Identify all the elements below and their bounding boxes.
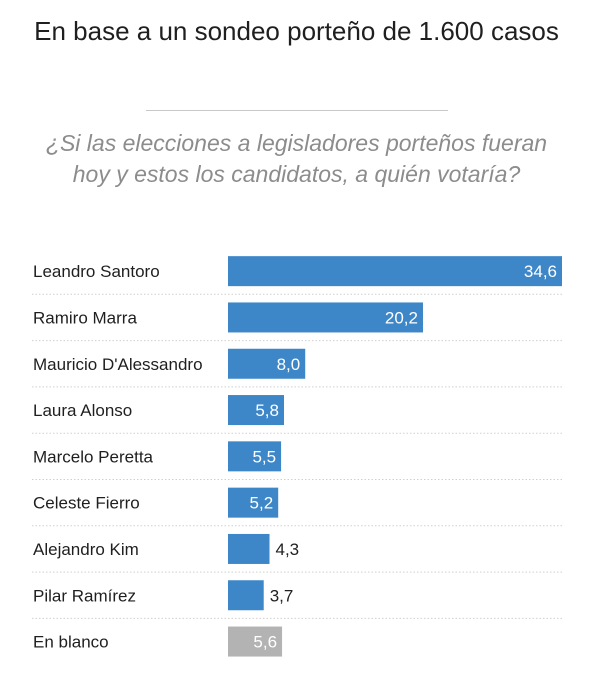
chart-subtitle: ¿Si las elecciones a legisladores porteñ… [45, 130, 548, 187]
value-label: 20,2 [385, 308, 418, 327]
bar [228, 441, 282, 472]
category-label: Pilar Ramírez [33, 586, 136, 605]
chart-title: En base a un sondeo porteño de 1.600 cas… [34, 16, 559, 46]
bar [228, 487, 279, 518]
category-label: Alejandro Kim [33, 540, 139, 559]
category-label: Marcelo Peretta [33, 447, 154, 466]
bar [228, 395, 284, 426]
bar [228, 580, 264, 611]
category-label: En blanco [33, 633, 109, 652]
bar [228, 256, 562, 287]
bar [228, 302, 423, 333]
value-label: 5,8 [255, 401, 279, 420]
bar [228, 626, 283, 657]
bar [228, 533, 270, 564]
value-label: 8,0 [277, 355, 301, 374]
value-label: 5,5 [252, 447, 276, 466]
value-label: 34,6 [524, 262, 557, 281]
value-label: 5,6 [253, 633, 277, 652]
category-label: Mauricio D'Alessandro [33, 355, 203, 374]
value-label: 3,7 [270, 586, 294, 605]
category-label: Ramiro Marra [33, 308, 137, 327]
value-label: 4,3 [276, 540, 300, 559]
category-label: Laura Alonso [33, 401, 132, 420]
category-label: Celeste Fierro [33, 494, 140, 513]
title-divider [146, 110, 448, 111]
value-label: 5,2 [250, 494, 274, 513]
bar [228, 348, 306, 379]
category-label: Leandro Santoro [33, 262, 160, 281]
